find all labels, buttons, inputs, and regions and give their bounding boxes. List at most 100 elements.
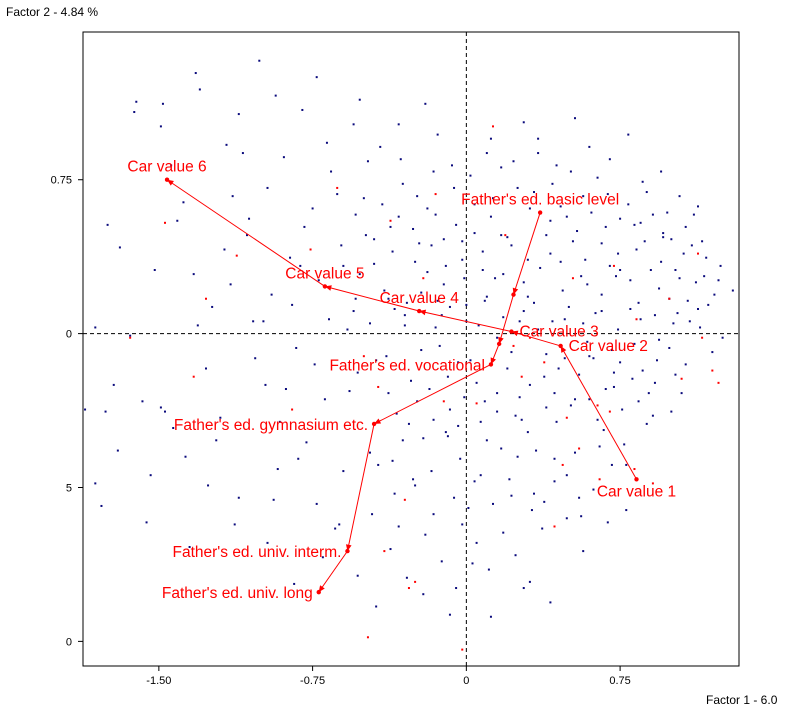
data-point <box>641 180 644 183</box>
data-point <box>377 463 380 466</box>
data-point <box>483 400 486 403</box>
data-point <box>381 203 384 206</box>
data-point <box>323 398 326 401</box>
data-point <box>369 322 371 325</box>
data-point <box>379 145 382 148</box>
data-point <box>578 496 581 499</box>
data-point <box>627 133 630 136</box>
data-point <box>303 225 306 228</box>
data-point <box>246 234 248 237</box>
data-point <box>549 252 552 255</box>
data-point <box>440 560 443 563</box>
data-point <box>604 225 607 228</box>
data-point <box>481 250 484 253</box>
data-point <box>578 373 581 376</box>
data-point <box>170 164 173 167</box>
data-point <box>371 513 374 516</box>
data-point <box>352 123 355 126</box>
data-point <box>104 410 107 413</box>
data-point <box>410 379 412 382</box>
data-point <box>414 260 417 263</box>
data-point <box>582 550 585 553</box>
data-point <box>674 269 677 272</box>
data-point <box>625 463 628 466</box>
data-point <box>492 125 494 128</box>
data-point <box>383 289 386 292</box>
data-point <box>586 340 589 343</box>
data-point <box>676 312 679 315</box>
data-point <box>321 556 324 559</box>
data-point <box>317 279 320 282</box>
data-point <box>653 314 656 317</box>
data-point <box>561 289 564 292</box>
data-point <box>225 143 228 146</box>
data-point <box>455 223 458 226</box>
data-point <box>471 562 474 565</box>
data-point <box>502 273 505 276</box>
data-point <box>588 145 591 148</box>
data-point <box>192 273 195 276</box>
data-point <box>551 320 554 323</box>
data-point <box>637 400 640 403</box>
data-point <box>688 320 691 323</box>
data-point <box>612 385 615 388</box>
data-point <box>430 470 433 473</box>
data-point <box>397 525 400 528</box>
data-point <box>444 431 447 434</box>
data-point <box>483 299 486 302</box>
data-point <box>309 248 312 251</box>
data-point <box>541 527 544 530</box>
data-point <box>530 509 533 512</box>
data-point <box>84 408 87 411</box>
category-label: Father's ed. basic level <box>461 192 619 209</box>
data-point <box>463 396 466 399</box>
data-point <box>528 336 531 339</box>
data-point <box>600 293 603 296</box>
data-point <box>424 533 427 536</box>
data-point <box>492 502 494 505</box>
data-point <box>551 182 554 185</box>
data-point <box>563 318 566 321</box>
category-label: Car value 3 <box>519 324 598 341</box>
data-point <box>485 439 488 442</box>
category-label: Car value 5 <box>285 265 364 282</box>
data-point <box>692 213 695 216</box>
data-point <box>596 176 599 179</box>
data-point <box>420 291 423 294</box>
x-tick-label-1: -0.75 <box>300 675 325 687</box>
data-point <box>389 219 392 222</box>
category-point <box>322 284 328 289</box>
data-point <box>489 137 492 140</box>
category-label: Car value 1 <box>597 483 676 500</box>
data-point <box>422 277 425 280</box>
data-point <box>461 648 464 651</box>
data-point <box>356 371 359 374</box>
data-point <box>510 244 513 247</box>
category-label: Father's ed. univ. long <box>162 585 313 602</box>
reference-lines <box>83 32 739 666</box>
data-point <box>619 269 622 272</box>
data-point <box>684 363 687 366</box>
data-point <box>594 312 597 315</box>
data-point <box>608 264 611 267</box>
data-point <box>697 252 699 255</box>
data-point <box>313 363 316 366</box>
x-tick-label-3: 0.75 <box>609 675 630 687</box>
data-point <box>352 310 355 313</box>
data-point <box>588 355 591 358</box>
data-point <box>270 293 273 296</box>
data-point <box>533 191 535 194</box>
data-point <box>291 408 294 411</box>
data-point <box>651 482 654 485</box>
trajectory-arrowhead <box>167 179 174 186</box>
data-point <box>485 295 488 298</box>
data-point <box>485 152 488 155</box>
y-axis-title: Factor 2 - 4.84 % <box>6 5 98 19</box>
data-point <box>533 492 535 495</box>
data-point <box>94 482 97 485</box>
data-point <box>354 297 357 300</box>
data-point <box>569 404 572 407</box>
data-point <box>553 457 556 460</box>
